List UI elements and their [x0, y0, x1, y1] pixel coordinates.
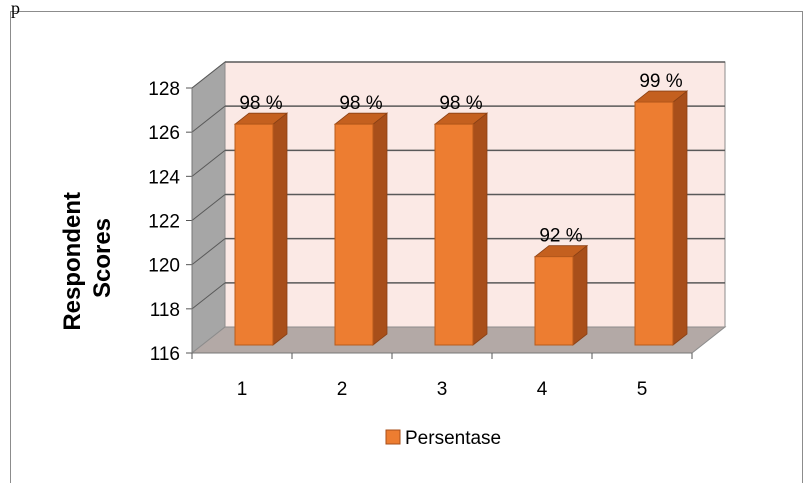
y-axis-title-line-2: Scores	[89, 218, 116, 298]
x-tick-label: 5	[637, 379, 648, 400]
data-label: 98 %	[239, 93, 282, 114]
y-tick-label: 126	[148, 123, 180, 144]
y-tick-label: 124	[148, 167, 180, 188]
data-labels: 98 % 98 % 98 % 92 % 99 %	[239, 71, 682, 247]
y-tick-label: 128	[148, 79, 180, 100]
bar-group	[633, 90, 689, 346]
x-tick-label: 2	[337, 379, 348, 400]
bar	[334, 123, 374, 346]
x-tick-label: 1	[237, 379, 248, 400]
bar-group	[433, 112, 489, 346]
legend: Persentase	[385, 428, 501, 449]
y-tick-label: 122	[148, 212, 180, 233]
chart-frame: p	[10, 0, 803, 483]
data-label: 99 %	[639, 71, 682, 92]
gridline-side	[191, 149, 226, 177]
y-axis-title: Respondent Scores	[59, 185, 116, 330]
bar-side	[572, 244, 588, 346]
bar	[434, 123, 474, 346]
bar-group	[533, 244, 589, 346]
x-tick-labels: 1 2 3 4 5	[191, 353, 693, 400]
bar-side	[672, 90, 688, 346]
bar-side	[472, 112, 488, 346]
x-tick-label: 3	[437, 379, 448, 400]
data-label: 92 %	[539, 226, 582, 247]
bar-group	[233, 112, 289, 346]
data-label: 98 %	[339, 93, 382, 114]
y-axis-title-line-1: Respondent	[59, 192, 86, 331]
gridline-side	[191, 282, 226, 310]
bar	[534, 256, 574, 346]
bar-side	[372, 112, 388, 346]
y-tick-label: 118	[150, 300, 180, 321]
legend-label: Persentase	[405, 428, 501, 449]
y-tick-label: 116	[150, 344, 180, 365]
bar-side	[272, 112, 288, 346]
gridline-side	[191, 238, 226, 266]
bar-group	[333, 112, 389, 346]
bar	[634, 101, 674, 346]
gridline-side	[191, 105, 226, 133]
page-text-fragment: p	[11, 0, 20, 18]
bar	[234, 123, 274, 346]
y-tick-label: 120	[148, 256, 180, 277]
y-tick-labels: 116 118 120 122 124 126 128	[148, 79, 692, 365]
bars	[233, 90, 689, 346]
legend-swatch	[385, 429, 401, 445]
data-label: 98 %	[439, 93, 482, 114]
gridline-side	[191, 194, 226, 221]
x-tick-label: 4	[537, 379, 548, 400]
gridline-side	[191, 61, 226, 89]
